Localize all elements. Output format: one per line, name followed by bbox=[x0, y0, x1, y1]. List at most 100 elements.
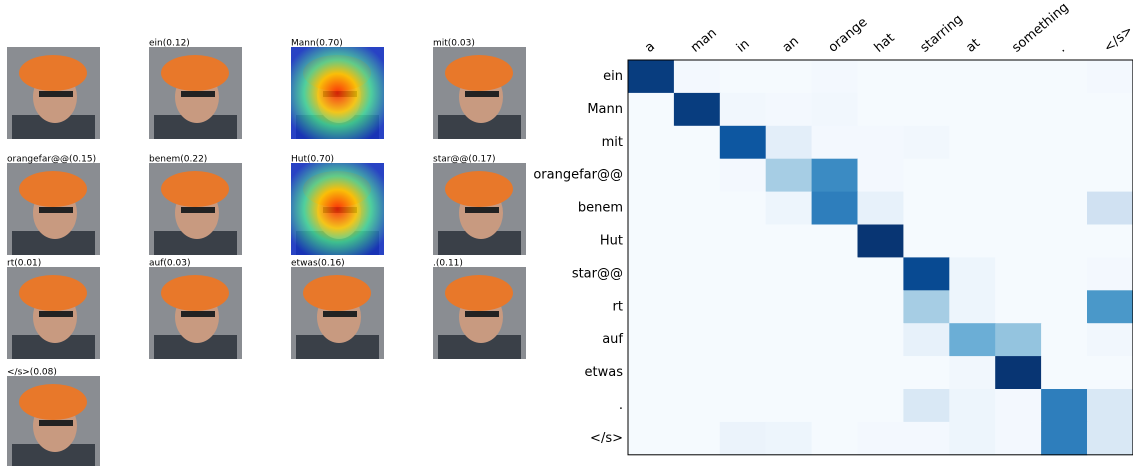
heat-cell bbox=[995, 60, 1042, 94]
heat-cell bbox=[949, 191, 996, 225]
heat-cell bbox=[949, 389, 996, 423]
heat-cell bbox=[1087, 60, 1133, 94]
heat-cell bbox=[719, 389, 767, 423]
caption: benem(0.22) bbox=[149, 155, 207, 165]
x-tick-label: in bbox=[734, 37, 753, 56]
heat-cell bbox=[719, 125, 767, 160]
thumbnail: auf(0.03) bbox=[149, 259, 242, 359]
heat-cell bbox=[1041, 421, 1088, 456]
heat-cell bbox=[1041, 125, 1088, 160]
heat-cell bbox=[903, 323, 950, 357]
heat-cell bbox=[673, 125, 721, 160]
heat-cell bbox=[673, 290, 721, 324]
heat-cell bbox=[1087, 421, 1133, 456]
thumbnail: Mann(0.70) bbox=[291, 39, 384, 139]
y-tick-label: </s> bbox=[590, 431, 623, 446]
heat-cell bbox=[1087, 92, 1133, 127]
heat-cell bbox=[949, 323, 996, 357]
hat bbox=[19, 171, 87, 207]
x-tick-label: man bbox=[688, 26, 720, 56]
hat bbox=[161, 275, 229, 311]
heat-cell bbox=[1087, 158, 1133, 193]
glasses bbox=[181, 91, 215, 97]
heat-cell bbox=[719, 60, 767, 94]
heat-cell bbox=[1041, 323, 1088, 357]
hat bbox=[19, 275, 87, 311]
heat-cell bbox=[673, 60, 721, 94]
caption: ein(0.12) bbox=[149, 39, 190, 49]
heat-cell bbox=[765, 356, 813, 390]
attention-overlay bbox=[291, 163, 384, 255]
thumbnail: etwas(0.16) bbox=[291, 259, 384, 359]
heat-cell bbox=[1087, 323, 1133, 357]
heat-cell bbox=[719, 290, 767, 324]
x-tick-label: a bbox=[642, 39, 658, 56]
heat-cell bbox=[857, 323, 904, 357]
heat-cell bbox=[857, 356, 904, 390]
heat-cell bbox=[995, 389, 1042, 423]
heat-cell bbox=[995, 290, 1042, 324]
x-tick-label: </s> bbox=[1101, 23, 1133, 56]
heat-cell bbox=[857, 290, 904, 324]
glasses bbox=[465, 207, 499, 213]
caption: </s>(0.08) bbox=[7, 368, 57, 378]
heat-cell bbox=[765, 191, 813, 225]
heat-cell bbox=[719, 158, 767, 193]
y-tick-label: Hut bbox=[600, 233, 623, 248]
caption: rt(0.01) bbox=[7, 259, 41, 269]
y-tick-label: Mann bbox=[587, 102, 623, 117]
heat-cell bbox=[857, 257, 904, 291]
heat-cell bbox=[903, 290, 950, 324]
heat-cell bbox=[995, 125, 1042, 160]
heat-cell bbox=[1041, 257, 1088, 291]
heat-cell bbox=[857, 421, 904, 456]
heat-cell bbox=[1087, 257, 1133, 291]
heat-cell bbox=[1041, 92, 1088, 127]
thumbnail: benem(0.22) bbox=[149, 155, 242, 255]
y-tick-label: orangefar@@ bbox=[533, 168, 623, 183]
heat-cell bbox=[1041, 224, 1088, 258]
thumbnail: Hut(0.70) bbox=[291, 155, 384, 255]
caption: etwas(0.16) bbox=[291, 259, 345, 269]
heat-cell bbox=[765, 290, 813, 324]
attention-overlay bbox=[291, 47, 384, 139]
heat-cell bbox=[903, 92, 950, 127]
heat-cell bbox=[857, 60, 904, 94]
heat-cell bbox=[628, 323, 675, 357]
y-tick-label: mit bbox=[602, 135, 623, 150]
heat-cell bbox=[719, 224, 767, 258]
y-tick-label: . bbox=[619, 398, 623, 413]
heat-cell bbox=[673, 224, 721, 258]
heat-cell bbox=[765, 257, 813, 291]
x-tick-label: an bbox=[780, 34, 802, 56]
heat-cell bbox=[949, 60, 996, 94]
heat-cell bbox=[995, 92, 1042, 127]
glasses bbox=[39, 207, 73, 213]
thumbnail: mit(0.03) bbox=[433, 39, 526, 139]
thumbnail: rt(0.01) bbox=[7, 259, 100, 359]
heat-cell bbox=[673, 389, 721, 423]
heat-cell bbox=[1087, 290, 1133, 324]
heat-cell bbox=[628, 257, 675, 291]
heat-cell bbox=[1041, 191, 1088, 225]
x-tick-label: hat bbox=[872, 31, 898, 56]
caption: star@@(0.17) bbox=[433, 155, 496, 165]
heat-cell bbox=[903, 356, 950, 390]
heat-cell bbox=[903, 125, 950, 160]
heat-cell bbox=[628, 125, 675, 160]
heat-cell bbox=[673, 421, 721, 456]
heat-cell bbox=[949, 158, 996, 193]
heat-cell bbox=[903, 191, 950, 225]
hat bbox=[161, 55, 229, 91]
heat-cell bbox=[857, 191, 904, 225]
heat-cell bbox=[811, 224, 858, 258]
heat-cell bbox=[949, 257, 996, 291]
thumbnail: orangefar@@(0.15) bbox=[7, 155, 100, 255]
heat-cell bbox=[949, 92, 996, 127]
thumbnail: ein(0.12) bbox=[149, 39, 242, 139]
caption: orangefar@@(0.15) bbox=[7, 155, 96, 165]
heat-cell bbox=[811, 323, 858, 357]
heat-cell bbox=[811, 158, 858, 193]
x-tick-label: starring bbox=[918, 12, 966, 56]
